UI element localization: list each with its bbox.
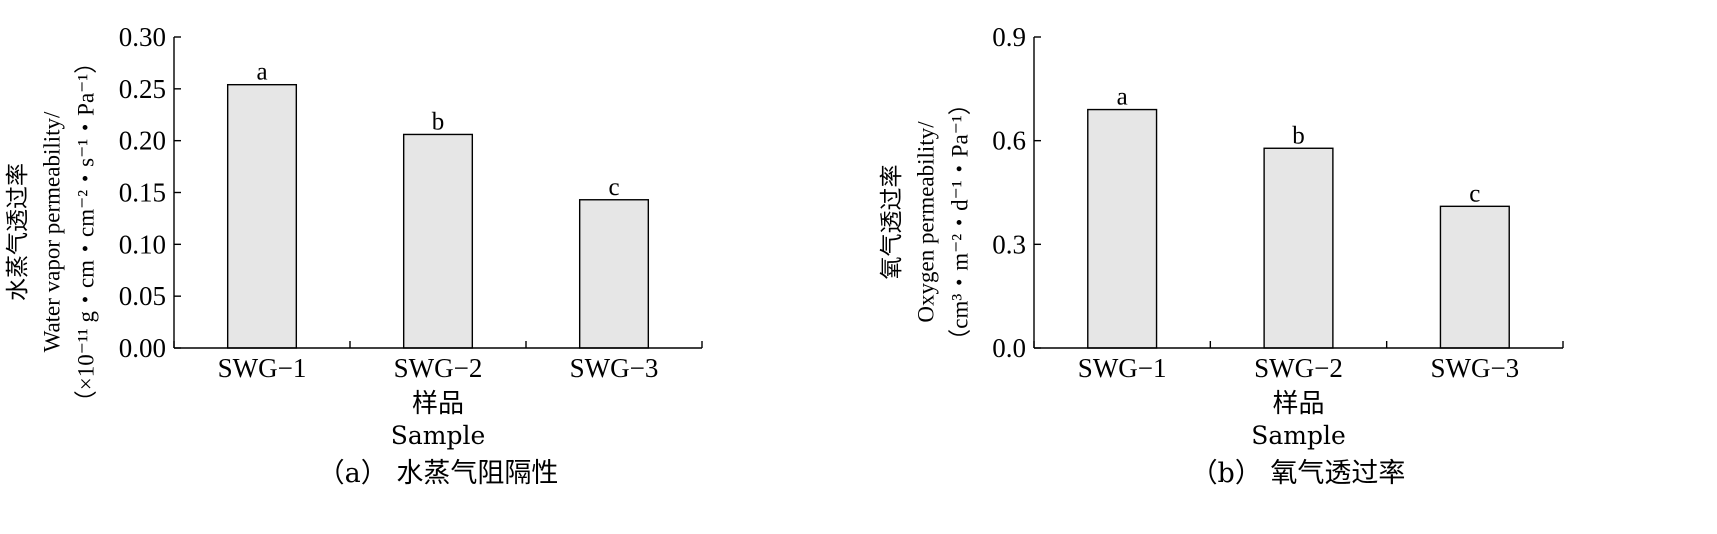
- x-tick-label: SWG−2: [1254, 353, 1343, 383]
- panel-caption: （a） 水蒸气阻隔性: [318, 458, 559, 489]
- y-axis-label-line-1: 水蒸气透过率: [5, 163, 31, 301]
- categories-group: SWG−1 SWG−2 SWG−3: [218, 353, 659, 383]
- y-axis-label-line-1: 氧气透过率: [879, 165, 905, 280]
- significance-label: b: [1292, 122, 1305, 149]
- significance-group: a b c: [256, 59, 619, 201]
- x-tick-label: SWG−3: [570, 353, 659, 383]
- x-tick-label: SWG−3: [1430, 353, 1519, 383]
- bars-group: [226, 83, 650, 349]
- y-tick-label: 0.0: [992, 333, 1026, 363]
- bars-group: [1087, 108, 1510, 349]
- x-axis-label-cn: 样品: [1272, 389, 1324, 419]
- y-axis-label-line-2: Water vapor permeability/: [40, 111, 65, 352]
- ticks-group: 0.00 0.05 0.10 0.15 0.20 0.25 0.30: [119, 22, 703, 363]
- y-tick-label: 0.9: [992, 22, 1026, 52]
- x-axis-label-en: Sample: [391, 421, 486, 450]
- x-tick-label: SWG−2: [394, 353, 483, 383]
- y-tick-label: 0.30: [119, 22, 166, 52]
- y-tick-label: 0.00: [119, 333, 166, 363]
- y-axis-label-line-3: （cm³・m⁻²・d⁻¹・Pa⁻¹）: [948, 92, 973, 352]
- y-tick-label: 0.15: [119, 178, 166, 208]
- significance-label: c: [608, 174, 619, 201]
- y-tick-label: 0.05: [119, 281, 166, 311]
- x-axis-label-en: Sample: [1251, 421, 1346, 450]
- significance-group: a b c: [1117, 84, 1481, 208]
- y-tick-label: 0.6: [992, 126, 1026, 156]
- x-axis-label-cn: 样品: [412, 389, 464, 419]
- x-tick-label: SWG−1: [218, 353, 307, 383]
- bar: [1263, 147, 1334, 349]
- significance-label: c: [1469, 180, 1480, 207]
- significance-label: b: [432, 108, 445, 135]
- y-tick-label: 0.10: [119, 229, 166, 259]
- y-tick-label: 0.3: [992, 229, 1026, 259]
- significance-label: a: [256, 59, 267, 86]
- bar: [1439, 205, 1510, 349]
- ticks-group: 0.0 0.3 0.6 0.9: [992, 22, 1564, 363]
- y-axis-label-line-3: （×10⁻¹¹ g・cm・cm⁻²・s⁻¹・Pa⁻¹）: [74, 51, 99, 413]
- y-tick-label: 0.25: [119, 74, 166, 104]
- panel-water-vapor: abc 0.000.050.100.150.200.250.30 SWG−1 SW…: [5, 22, 703, 489]
- significance-label: a: [1117, 84, 1128, 111]
- y-axis-label-line-2: Oxygen permeability/: [914, 121, 939, 323]
- bar: [1087, 108, 1158, 349]
- panel-oxygen: a b c 0.0 0.3 0.6 0.9 SWG−1 SWG−2 SWG−3 样品 Samp…: [879, 22, 1564, 489]
- categories-group: SWG−1 SWG−2 SWG−3: [1078, 353, 1519, 383]
- panel-caption: （b） 氧气透过率: [1191, 458, 1406, 489]
- bar: [226, 83, 298, 349]
- bar: [402, 133, 474, 349]
- y-tick-label: 0.20: [119, 126, 166, 156]
- bar: [578, 199, 650, 349]
- x-tick-label: SWG−1: [1078, 353, 1167, 383]
